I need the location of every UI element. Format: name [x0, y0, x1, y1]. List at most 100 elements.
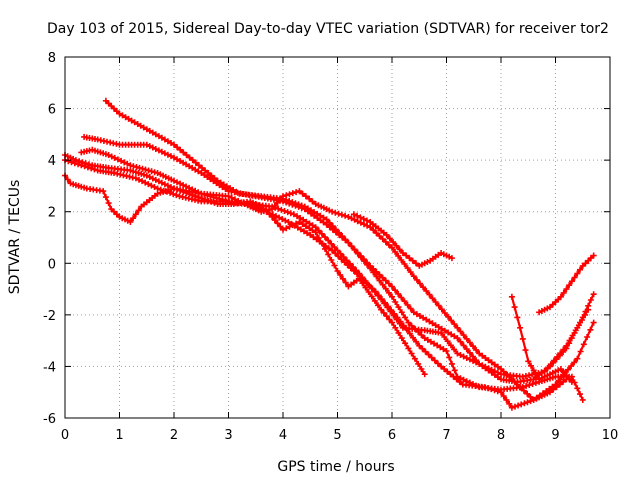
data-point — [376, 271, 383, 278]
data-point — [111, 154, 118, 161]
data-point — [557, 366, 564, 372]
data-point — [342, 279, 349, 286]
data-point — [304, 230, 311, 237]
data-point — [421, 335, 428, 342]
data-point — [463, 346, 470, 353]
x-tick-label: 0 — [61, 428, 69, 443]
data-point — [121, 159, 128, 166]
data-point — [318, 240, 325, 247]
data-point — [350, 211, 357, 218]
data-point — [389, 319, 395, 326]
data-point — [577, 391, 583, 398]
x-tick-label: 4 — [279, 428, 287, 443]
data-point — [575, 322, 582, 329]
data-point — [68, 159, 75, 166]
data-point — [84, 164, 91, 171]
data-point — [402, 340, 409, 347]
data-point — [451, 333, 458, 340]
data-point — [127, 219, 134, 225]
data-point — [361, 221, 367, 228]
data-point — [393, 242, 400, 249]
data-point — [441, 327, 448, 334]
data-point — [271, 217, 278, 224]
data-point — [274, 199, 281, 206]
data-point — [208, 172, 215, 179]
data-point — [463, 335, 470, 342]
data-point — [560, 369, 567, 376]
data-point — [460, 376, 467, 383]
data-point — [401, 261, 408, 267]
data-point — [354, 249, 361, 256]
data-point — [494, 369, 501, 376]
data-point — [413, 276, 420, 283]
data-point — [481, 384, 488, 391]
data-point — [491, 368, 498, 375]
data-point — [385, 303, 392, 310]
data-point — [554, 353, 561, 360]
data-point — [311, 212, 318, 219]
data-point — [382, 238, 389, 245]
data-point — [526, 382, 533, 388]
data-point — [405, 345, 412, 352]
data-point — [441, 334, 448, 340]
data-point — [451, 367, 458, 374]
data-point — [189, 157, 196, 164]
data-point — [86, 161, 92, 168]
data-point — [289, 190, 296, 197]
data-point — [207, 176, 214, 183]
data-point — [403, 252, 410, 259]
data-point — [547, 389, 553, 396]
data-point — [420, 314, 427, 321]
data-point — [488, 366, 495, 373]
data-point — [402, 314, 409, 321]
data-point — [550, 357, 557, 364]
data-point — [388, 307, 395, 314]
data-point — [164, 182, 171, 189]
data-point — [407, 269, 414, 276]
data-point — [145, 181, 152, 188]
data-point — [566, 375, 573, 382]
data-point — [289, 201, 296, 208]
data-point — [382, 285, 389, 292]
data-point — [457, 328, 464, 335]
data-point — [269, 213, 276, 220]
data-point — [347, 265, 354, 272]
data-point — [290, 211, 297, 218]
data-point — [379, 281, 386, 288]
data-point — [399, 250, 406, 256]
data-point — [424, 336, 431, 343]
data-point — [357, 252, 364, 259]
data-point — [395, 252, 402, 259]
y-tick-label: 0 — [48, 257, 56, 272]
data-point — [318, 230, 325, 237]
data-point — [394, 314, 401, 321]
data-point — [359, 280, 366, 287]
data-point — [410, 309, 417, 316]
data-point — [491, 387, 498, 394]
data-point — [482, 355, 489, 361]
data-point — [429, 295, 436, 302]
data-point — [366, 282, 373, 289]
x-tick-label: 5 — [333, 428, 341, 443]
data-point — [365, 289, 372, 295]
data-point — [574, 355, 581, 362]
y-tick-label: -2 — [43, 309, 56, 324]
data-point — [443, 348, 450, 354]
data-point — [100, 188, 107, 195]
data-point — [211, 199, 218, 206]
data-point — [283, 225, 290, 232]
data-point — [466, 339, 473, 346]
data-point — [435, 302, 442, 309]
data-point — [572, 327, 579, 334]
data-point — [454, 335, 461, 342]
data-point — [325, 251, 332, 258]
data-point — [446, 354, 453, 361]
data-point — [294, 224, 301, 231]
data-point — [511, 304, 518, 311]
data-point — [280, 193, 286, 200]
data-point — [202, 196, 209, 203]
data-point — [375, 302, 381, 309]
data-point — [142, 166, 149, 173]
data-point — [271, 202, 278, 209]
data-point — [441, 310, 448, 316]
